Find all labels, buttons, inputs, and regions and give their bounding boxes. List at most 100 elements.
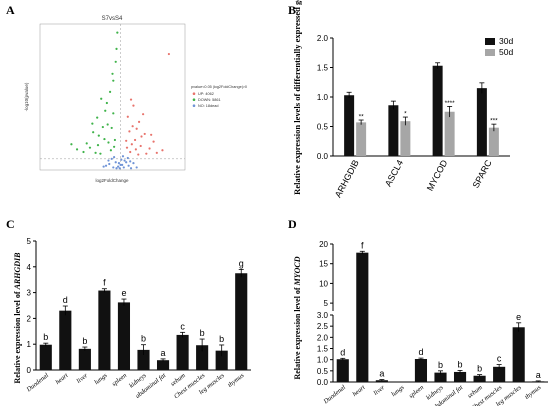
chart-d-bar <box>356 252 369 382</box>
myocd-tissue-chart: Relative expression level of MYOCD 0.0 0.… <box>293 240 548 406</box>
chart-b-x-tick-label: MYCOD <box>425 158 450 193</box>
chart-d-y-label-plain: Relative expression level of <box>293 285 302 379</box>
panel-label-d: D <box>288 217 297 231</box>
chart-c-y-tick-label: 3 <box>27 289 32 298</box>
volcano-points <box>40 24 185 170</box>
chart-c-y-label: Relative expression level of ARHGDIB <box>13 252 22 384</box>
volcano-point <box>119 163 122 166</box>
chart-c-x-tick-label: Duodenal <box>25 372 50 394</box>
volcano-legend-title: pvalue<0.05 |log2FoldChange|>0 <box>191 85 247 89</box>
chart-c-letter: b <box>43 332 48 342</box>
panel-label-c: C <box>6 217 15 231</box>
chart-d-letter: a <box>379 369 384 379</box>
volcano-point <box>140 135 143 138</box>
volcano-legend: UP: 4062 DOWN: 5861 NO: 18dead <box>192 92 221 108</box>
volcano-point <box>115 167 118 170</box>
chart-c-x-tick-label: heart <box>54 372 69 386</box>
volcano-point <box>110 157 113 160</box>
volcano-point <box>117 165 120 168</box>
volcano-point <box>112 79 115 82</box>
volcano-point <box>75 148 79 151</box>
volcano-point <box>115 47 118 51</box>
volcano-point <box>97 134 100 137</box>
chart-b-significance: *** <box>490 118 498 125</box>
chart-d-y-tick-label: 0.0 <box>317 378 329 387</box>
chart-b-bar <box>488 127 499 156</box>
chart-c-bar <box>117 302 131 370</box>
chart-d-bar <box>414 358 428 382</box>
chart-b-y-tick-label: 1.0 <box>317 93 329 102</box>
chart-c-bar <box>176 334 189 370</box>
volcano-point <box>125 146 129 149</box>
chart-b-bar <box>344 95 355 156</box>
chart-c-y-label-gene: ARHGDIB <box>13 252 22 291</box>
volcano-point <box>82 150 85 154</box>
volcano-point <box>125 139 128 142</box>
chart-b-bar <box>444 111 455 156</box>
volcano-point <box>121 155 125 158</box>
chart-d-bar <box>512 327 525 382</box>
chart-d-letter: b <box>438 360 443 370</box>
panel-label-a: A <box>6 3 15 17</box>
volcano-point <box>148 147 151 150</box>
volcano-point <box>123 159 126 162</box>
chart-c-letter: f <box>103 278 106 288</box>
chart-c-x-tick-label: liver <box>75 372 89 385</box>
volcano-point <box>118 167 121 170</box>
chart-d-x-tick-label: spleen <box>408 384 425 400</box>
chart-b-x-tick-label: ASCL4 <box>383 158 405 188</box>
volcano-point <box>129 150 132 154</box>
chart-d-y-tick-label: 10 <box>319 279 328 288</box>
volcano-point <box>132 162 135 165</box>
chart-b-bar <box>400 121 411 156</box>
volcano-point <box>101 125 104 129</box>
volcano-point <box>91 122 94 125</box>
chart-d-x-tick-label: liver <box>372 384 386 397</box>
volcano-point <box>111 72 114 75</box>
volcano-point <box>120 158 123 161</box>
chart-c-letter: b <box>82 336 87 346</box>
volcano-legend-swatch <box>192 92 196 95</box>
chart-b-bar <box>388 105 399 156</box>
chart-d-y-tick-label: 0.5 <box>317 367 329 376</box>
volcano-point <box>88 146 92 149</box>
chart-d-letter: d <box>418 347 423 357</box>
chart-c-letter: a <box>161 348 166 358</box>
chart-d-x-tick-label: thymus <box>524 384 543 401</box>
chart-d-y-tick-label: 2.0 <box>317 333 329 342</box>
chart-c-letter: e <box>121 288 126 298</box>
volcano-point <box>102 165 105 168</box>
volcano-point <box>134 148 137 151</box>
chart-c-letter: b <box>200 328 205 338</box>
volcano-point <box>106 123 109 126</box>
chart-c-y-tick-label: 4 <box>27 263 32 272</box>
volcano-point <box>85 142 88 145</box>
volcano-point <box>96 116 99 119</box>
volcano-y-label: -log10(pvalue) <box>24 82 29 111</box>
volcano-legend-label: DOWN: 5861 <box>198 98 221 102</box>
volcano-point <box>129 167 133 170</box>
volcano-point <box>99 152 102 155</box>
chart-c-y-tick-label: 2 <box>27 314 32 323</box>
chart-b-x-tick-label: SPARC <box>471 158 494 190</box>
volcano-point <box>108 162 111 166</box>
volcano-point <box>104 109 107 112</box>
chart-b-y-label: Relative expression levels of differenti… <box>292 0 302 195</box>
chart-d-x-tick-label: Duodenal <box>322 384 347 406</box>
chart-b-y-tick-label: 0.0 <box>317 152 329 161</box>
chart-b-significance: **** <box>445 100 456 107</box>
volcano-point <box>139 144 142 148</box>
chart-b-significance: ** <box>359 114 365 121</box>
volcano-point <box>70 143 73 146</box>
volcano-point <box>122 166 125 169</box>
chart-d-x-tick-label: lungs <box>390 384 406 398</box>
chart-c-bar <box>156 360 170 370</box>
chart-d-y-tick-label: 5 <box>324 299 329 308</box>
chart-d-letter: c <box>497 354 502 364</box>
volcano-point <box>105 101 108 105</box>
chart-c-y-label-plain: Relative expression level of <box>13 289 22 383</box>
chart-c-letter: g <box>239 258 244 268</box>
volcano-point <box>135 166 138 169</box>
chart-d-y-tick-label: 15 <box>319 260 328 269</box>
